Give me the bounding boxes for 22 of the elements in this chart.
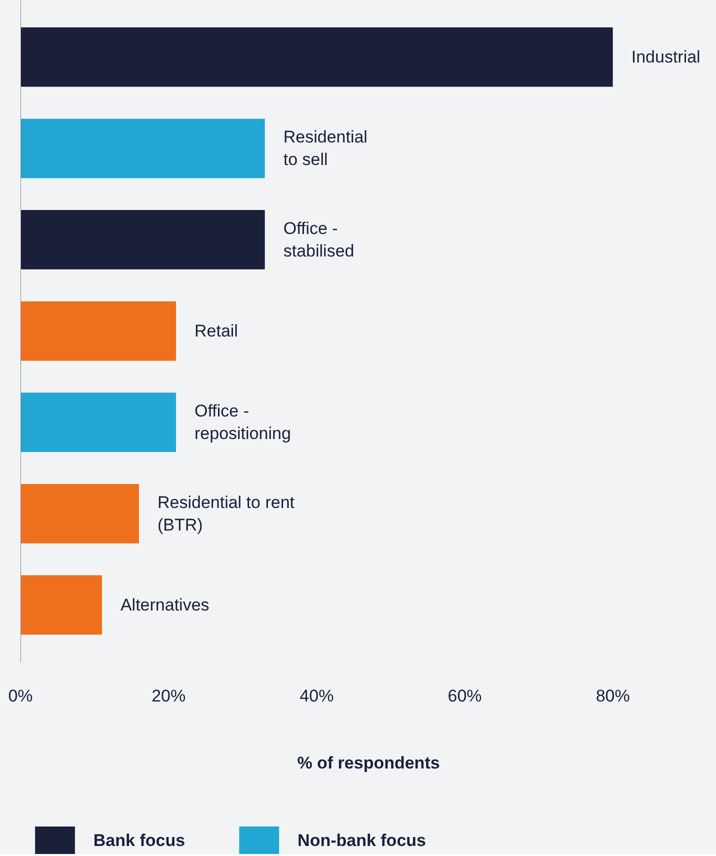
x-tick-label: 40% <box>300 686 334 706</box>
y-tick-label: Residential to rent (BTR) <box>157 492 295 534</box>
y-tick-label: Office - repositioning <box>194 402 291 444</box>
bar <box>20 575 102 635</box>
bar <box>20 301 176 361</box>
bar <box>20 392 176 452</box>
x-tick-label: 0% <box>8 686 33 706</box>
y-tick-label: Office - stabilised <box>283 219 354 260</box>
bar <box>20 27 613 87</box>
bar <box>20 118 265 178</box>
legend-label: Bank focus <box>93 831 186 850</box>
x-tick-label: 60% <box>448 686 482 706</box>
y-tick-label: Industrial <box>631 48 700 67</box>
legend-label: Non-bank focus <box>298 831 426 850</box>
bar <box>20 484 139 544</box>
y-tick-label: Alternatives <box>120 595 210 614</box>
bar <box>20 210 265 270</box>
x-tick-label: 20% <box>152 686 186 706</box>
y-tick-label: Retail <box>194 322 238 341</box>
x-axis-title: % of respondents <box>297 754 440 772</box>
y-tick-label: Residential to sell <box>283 128 368 170</box>
x-tick-label: 80% <box>596 686 630 706</box>
